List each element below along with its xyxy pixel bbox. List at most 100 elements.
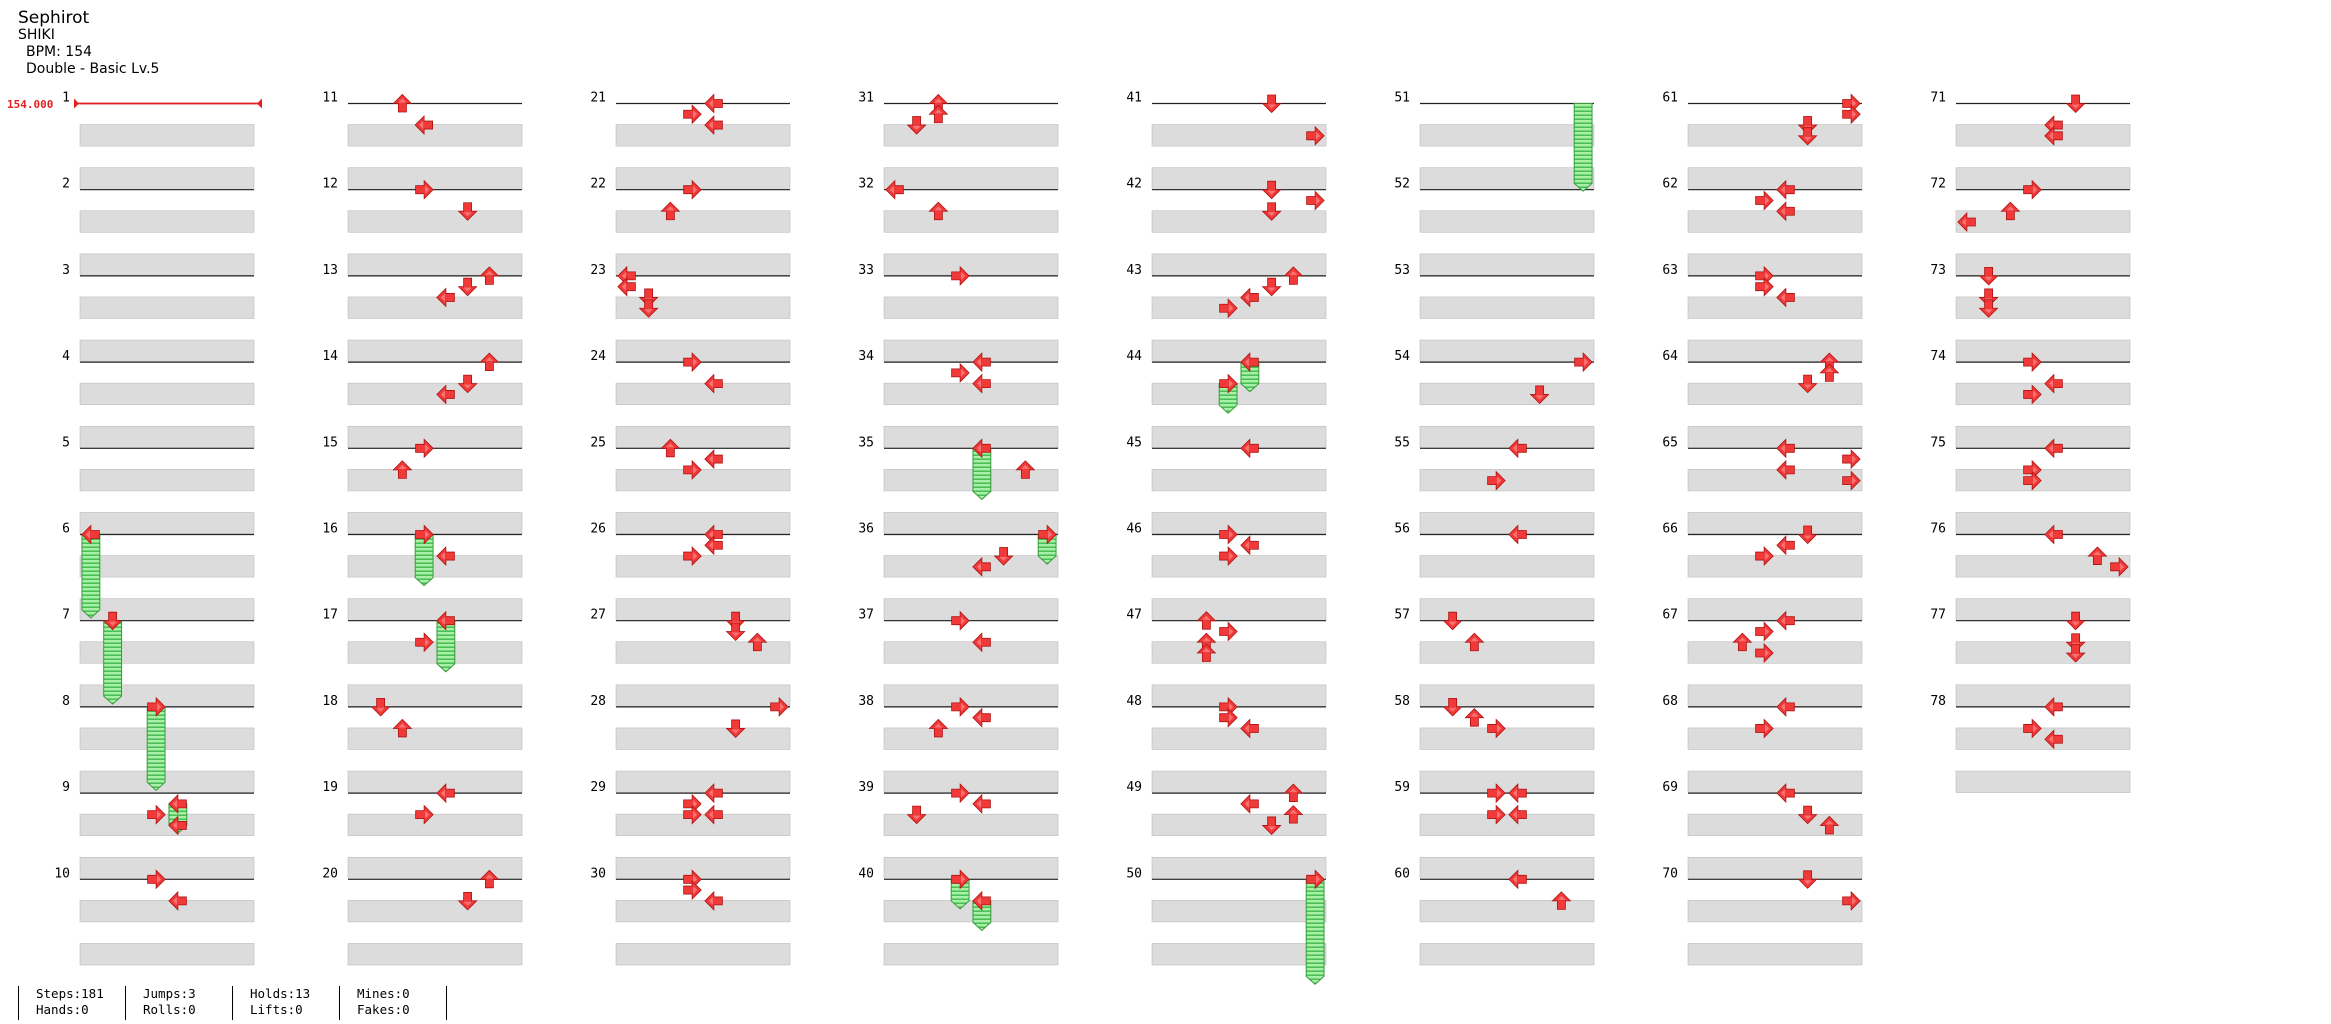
measure-46: 46	[1126, 522, 1327, 621]
arrow-down-icon	[1442, 611, 1463, 631]
measure-55: 55	[1394, 435, 1595, 535]
arrow-left-icon	[704, 449, 723, 470]
measure-number: 42	[1126, 177, 1142, 192]
beat-band	[1687, 469, 1863, 492]
measure-number: 45	[1126, 435, 1142, 450]
arrow-right-icon	[2023, 384, 2042, 405]
measure-number: 14	[322, 349, 338, 364]
measure-number: 15	[322, 435, 338, 450]
beat-band	[1151, 813, 1327, 837]
arrow-left-icon	[1776, 783, 1795, 804]
stat-value: Holds:13	[250, 986, 311, 1001]
stat-value: Rolls:0	[143, 1002, 196, 1017]
arrow-down-icon	[1797, 126, 1818, 146]
arrow-up-icon	[1283, 266, 1304, 285]
beat-band	[1151, 296, 1327, 319]
measure-14: 14	[322, 349, 523, 449]
arrow-right-icon	[1842, 449, 1861, 470]
arrow-left-icon	[1776, 696, 1795, 717]
measure-number: 60	[1394, 866, 1410, 881]
arrow-left-icon	[972, 438, 991, 459]
beat-band	[79, 210, 255, 233]
measure-22: 22	[590, 177, 791, 276]
measure-number: 40	[858, 866, 874, 881]
beat-band	[1687, 641, 1863, 664]
beat-band	[1687, 900, 1863, 923]
arrow-down-icon	[2065, 94, 2086, 114]
bpm-change-label: 154.000	[7, 98, 54, 111]
beat-band	[347, 943, 523, 966]
beat-band	[883, 770, 1059, 793]
measure-number: 9	[62, 780, 70, 795]
beat-band	[1151, 684, 1327, 707]
beat-band	[1151, 598, 1327, 621]
arrow-left-icon	[1508, 804, 1527, 825]
arrow-down-icon	[725, 719, 746, 739]
arrow-left-icon	[81, 524, 100, 545]
arrow-left-icon	[1240, 718, 1259, 739]
arrow-left-icon	[972, 556, 991, 577]
hold-note	[81, 534, 101, 619]
stat-value: Mines:0	[357, 986, 410, 1001]
arrow-up-icon	[660, 201, 681, 221]
beat-band	[79, 598, 255, 621]
measure-number: 55	[1394, 435, 1410, 450]
measure-77: 77	[1930, 608, 2131, 707]
measure-number: 54	[1394, 349, 1410, 364]
arrow-right-icon	[415, 438, 434, 459]
arrow-right-icon	[1219, 546, 1238, 567]
beat-band	[347, 813, 523, 837]
arrow-up-icon	[392, 718, 413, 738]
measure-48: 48	[1126, 694, 1327, 793]
beat-band	[883, 813, 1059, 837]
measure-24: 24	[590, 349, 791, 449]
arrow-down-icon	[906, 805, 927, 825]
measure-number: 51	[1394, 91, 1410, 106]
arrow-left-icon	[2044, 373, 2063, 394]
arrow-left-icon	[2044, 524, 2063, 545]
measure-32: 32	[858, 177, 1059, 276]
arrow-right-icon	[683, 352, 702, 373]
arrow-left-icon	[1776, 610, 1795, 631]
beat-band	[79, 167, 255, 190]
beat-band	[1151, 210, 1327, 233]
arrow-right-icon	[683, 804, 702, 825]
measure-70: 70	[1662, 866, 1863, 966]
beat-band	[347, 425, 523, 449]
measure-35: 35	[858, 435, 1059, 535]
beat-band	[1955, 770, 2131, 793]
arrow-right-icon	[1755, 621, 1774, 642]
beat-band	[79, 382, 255, 405]
beat-band	[1687, 943, 1863, 966]
arrow-up-icon	[1819, 815, 1840, 835]
arrow-left-icon	[1240, 287, 1259, 308]
arrow-left-icon	[704, 804, 723, 825]
measure-41: 41	[1126, 91, 1327, 190]
measure-number: 30	[590, 866, 606, 881]
beat-band	[883, 339, 1059, 362]
arrow-left-icon	[972, 890, 991, 911]
measure-number: 4	[62, 349, 70, 364]
stat-value: Jumps:3	[143, 986, 196, 1001]
stat-value: Lifts:0	[250, 1002, 303, 1017]
arrow-up-icon	[1464, 708, 1485, 727]
song-title: Sephirot	[18, 8, 90, 28]
arrow-left-icon	[436, 610, 455, 631]
measure-16: 16	[322, 522, 523, 621]
measure-number: 16	[322, 522, 338, 537]
arrow-left-icon	[2044, 125, 2063, 146]
measure-11: 11	[322, 91, 523, 190]
arrow-left-icon	[168, 890, 187, 911]
beat-band	[79, 813, 255, 837]
measure-62: 62	[1662, 177, 1863, 276]
arrow-left-icon	[1508, 524, 1527, 545]
beat-band	[1955, 253, 2131, 276]
beat-band	[1955, 512, 2131, 535]
beat-band	[347, 382, 523, 405]
measure-number: 3	[62, 263, 70, 278]
beat-band	[1151, 382, 1327, 405]
measure-68: 68	[1662, 694, 1863, 793]
arrow-up-icon	[2087, 546, 2108, 565]
arrow-right-icon	[1842, 890, 1861, 911]
beat-band	[1687, 425, 1863, 449]
